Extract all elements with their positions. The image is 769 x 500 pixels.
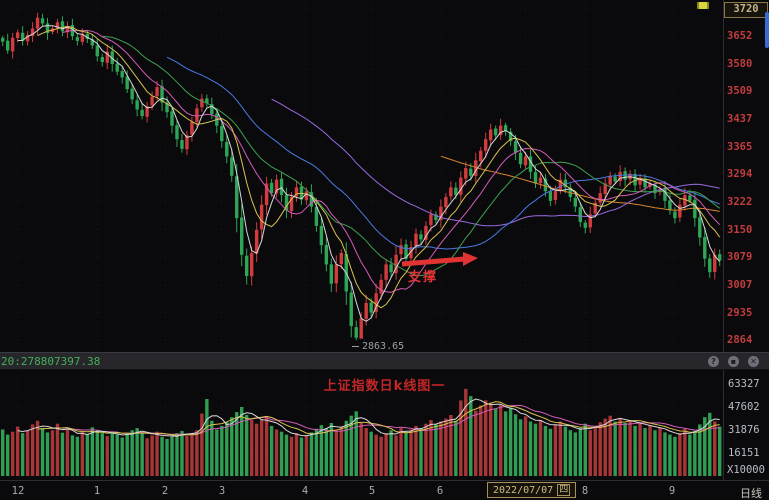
price-axis-label: 3294: [727, 168, 753, 181]
price-axis-label: 3652: [727, 30, 753, 43]
month-label: 6: [436, 485, 444, 497]
volume-axis-label: 16151: [728, 446, 760, 459]
price-axis-label: 3437: [727, 113, 753, 126]
month-label: 1: [93, 485, 101, 497]
time-axis: 12 1 2 3 4 5 6 8 9 2022/07/07 四 日线: [0, 480, 769, 500]
settings-icon[interactable]: ▪: [728, 355, 739, 367]
weekday-value: 四: [557, 484, 571, 496]
volume-axis-label: 47602: [728, 400, 760, 413]
price-axis-label: 3079: [727, 251, 753, 264]
price-axis-label: 3007: [727, 278, 753, 291]
price-axis-label: 3365: [727, 140, 753, 153]
price-axis-label: 3580: [727, 57, 753, 70]
low-tick-mark: [352, 345, 359, 347]
main-chart-canvas[interactable]: [0, 0, 769, 352]
volume-unit-label: X10000: [727, 464, 765, 476]
month-label: 12: [11, 485, 25, 497]
month-label: 3: [218, 485, 226, 497]
volume-axis-label: 31876: [728, 423, 760, 436]
status-bar: 20:278807397.38 ? ▪ ✕: [0, 352, 769, 370]
volume-readout: 20:278807397.38: [1, 354, 101, 368]
axis-separator: [723, 0, 724, 480]
date-value: 2022/07/07: [493, 484, 554, 496]
month-label: 9: [668, 485, 676, 497]
price-axis-label: 3150: [727, 223, 753, 236]
month-label: 8: [581, 485, 589, 497]
max-price-badge: 3720: [724, 2, 768, 18]
help-icon[interactable]: ?: [708, 355, 719, 367]
low-price-callout: 2863.65: [352, 341, 404, 352]
chart-title: 上证指数日k线图一: [323, 379, 446, 394]
month-label: 5: [368, 485, 376, 497]
month-label: 4: [301, 485, 309, 497]
price-axis-label: 3222: [727, 195, 753, 208]
scrollbar-thumb[interactable]: [765, 12, 769, 48]
close-icon[interactable]: ✕: [748, 355, 759, 367]
price-axis-label: 2864: [727, 334, 753, 346]
volume-chart-canvas[interactable]: [0, 370, 769, 480]
price-axis-label: 2935: [727, 306, 753, 319]
support-annotation: 支撑: [408, 270, 439, 285]
price-axis-label: 3509: [727, 85, 753, 98]
hot-marker-icon: [697, 2, 709, 9]
status-bar-icons: ? ▪ ✕: [708, 355, 759, 367]
low-price-value: 2863.65: [362, 341, 405, 352]
month-label: 2: [161, 485, 169, 497]
crosshair-date-badge: 2022/07/07 四: [487, 482, 577, 498]
period-selector[interactable]: 日线: [740, 487, 762, 500]
volume-axis-label: 63327: [728, 378, 760, 390]
